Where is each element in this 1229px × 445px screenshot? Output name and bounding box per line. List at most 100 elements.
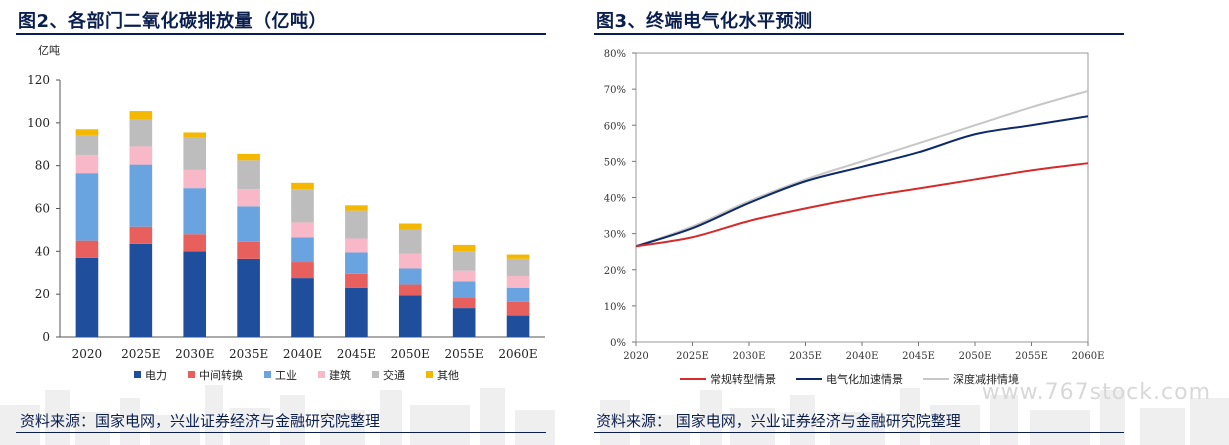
y-tick-label: 40% bbox=[604, 194, 626, 205]
bar-segment-3 bbox=[345, 238, 368, 253]
bar-segment-3 bbox=[506, 275, 530, 288]
bar-segment-3 bbox=[129, 146, 153, 165]
x-tick-label: 2060E bbox=[498, 347, 537, 361]
bar-segment-5 bbox=[237, 153, 260, 161]
bar-segment-1 bbox=[398, 284, 422, 296]
legend-label: 工业 bbox=[275, 369, 297, 382]
bar-segment-0 bbox=[237, 258, 260, 337]
y-tick-label: 120 bbox=[27, 73, 50, 87]
watermark-text: www.767stock.com bbox=[981, 380, 1211, 405]
bar-segment-4 bbox=[75, 135, 99, 155]
legend-swatch bbox=[426, 371, 433, 378]
left-source-note: 资料来源：国家电网，兴业证券经济与金融研究院整理 bbox=[20, 412, 381, 430]
y-tick-label: 20% bbox=[604, 266, 626, 277]
x-tick-label: 2055E bbox=[445, 347, 484, 361]
x-tick-label: 2025E bbox=[121, 347, 160, 361]
x-tick-label: 2030E bbox=[733, 351, 766, 362]
bar-segment-4 bbox=[452, 251, 476, 271]
bar-segment-1 bbox=[75, 240, 99, 258]
legend-swatch bbox=[188, 371, 195, 378]
legend-label: 常规转型情景 bbox=[710, 372, 776, 386]
x-tick-label: 2035E bbox=[789, 351, 822, 362]
y-tick-label: 0 bbox=[42, 330, 50, 344]
bar-segment-4 bbox=[129, 119, 153, 147]
legend-label: 建筑 bbox=[329, 368, 351, 382]
y-tick-label: 60 bbox=[35, 202, 50, 216]
bar-segment-2 bbox=[129, 164, 153, 227]
y-tick-label: 100 bbox=[27, 116, 50, 130]
legend-swatch bbox=[372, 371, 379, 378]
bar-segment-5 bbox=[75, 129, 99, 136]
x-tick-label: 2060E bbox=[1072, 351, 1105, 362]
y-tick-label: 30% bbox=[604, 230, 626, 241]
legend-label: 电力 bbox=[145, 369, 167, 382]
legend-swatch bbox=[318, 371, 325, 378]
bar-segment-2 bbox=[345, 252, 368, 274]
x-tick-label: 2050E bbox=[959, 351, 992, 362]
left-chart-title: 图2、各部门二氧化碳排放量（亿吨） bbox=[18, 11, 328, 32]
x-tick-label: 2045E bbox=[902, 351, 935, 362]
bar-segment-3 bbox=[398, 253, 422, 269]
y-tick-label: 50% bbox=[604, 157, 626, 168]
bar-segment-1 bbox=[183, 234, 207, 252]
stacked-bar-chart: 亿吨 0 20 40 60 80 100 120 2020 2025E 2030E 2035E 2040… bbox=[27, 44, 545, 382]
right-chart-panel: 图3、终端电气化水平预测 0% 10% 20% 30% 40% 50% 60% 70% 80% 2… bbox=[588, 0, 1229, 445]
bar-segment-0 bbox=[398, 295, 422, 337]
bar-segment-2 bbox=[506, 287, 530, 302]
line-chart: 0% 10% 20% 30% 40% 50% 60% 70% 80% 2020 2025E 2030E… bbox=[604, 49, 1105, 386]
legend-label: 中间转换 bbox=[199, 368, 243, 382]
bar-segment-5 bbox=[345, 205, 368, 211]
bar-segment-5 bbox=[291, 182, 314, 190]
bar-segment-5 bbox=[129, 111, 153, 120]
x-tick-label: 2055E bbox=[1015, 351, 1048, 362]
x-tick-label: 2025E bbox=[676, 351, 709, 362]
x-tick-label: 2050E bbox=[391, 347, 430, 361]
y-axis-unit-label: 亿吨 bbox=[38, 44, 60, 57]
x-tick-label: 2040E bbox=[283, 347, 322, 361]
bar-segment-4 bbox=[183, 137, 207, 170]
bar-segment-4 bbox=[237, 160, 260, 190]
x-tick-label: 2035E bbox=[229, 347, 268, 361]
y-tick-label: 80% bbox=[604, 49, 626, 60]
bar-segment-2 bbox=[183, 188, 207, 235]
right-title-rule bbox=[594, 33, 1124, 35]
x-tick-label: 2045E bbox=[337, 347, 376, 361]
bar-segment-0 bbox=[452, 308, 476, 337]
bar-segment-1 bbox=[452, 297, 476, 309]
bar-segment-1 bbox=[506, 301, 530, 316]
legend-swatch bbox=[264, 371, 271, 378]
bar-segment-1 bbox=[345, 273, 368, 288]
x-tick-label: 2020 bbox=[72, 347, 103, 361]
x-tick-label: 2020 bbox=[623, 351, 648, 362]
skyline-watermark bbox=[0, 385, 1229, 445]
series-line-0 bbox=[635, 162, 1089, 248]
left-title-rule bbox=[16, 33, 546, 35]
legend-label: 深度减排情境 bbox=[953, 372, 1019, 386]
bar-segment-4 bbox=[291, 189, 314, 223]
series-line-1 bbox=[635, 115, 1089, 248]
y-tick-label: 40 bbox=[35, 244, 50, 258]
x-tick-label: 2030E bbox=[175, 347, 214, 361]
bar-segment-3 bbox=[291, 222, 314, 238]
y-tick-label: 0% bbox=[610, 338, 626, 349]
y-tick-label: 10% bbox=[604, 302, 626, 313]
bar-segment-4 bbox=[398, 229, 422, 254]
bar-segment-4 bbox=[506, 258, 530, 276]
left-chart-panel: 图2、各部门二氧化碳排放量（亿吨） 亿吨 0 20 40 60 80 100 120 2020 2… bbox=[0, 0, 560, 445]
right-source-note: 资料来源： 国家电网，兴业证券经济与金融研究院整理 bbox=[596, 412, 961, 430]
bar-segment-1 bbox=[291, 262, 314, 279]
bar-segment-4 bbox=[345, 210, 368, 239]
bar-segment-0 bbox=[506, 315, 530, 337]
series-line-2 bbox=[635, 89, 1089, 248]
bar-segment-2 bbox=[452, 281, 476, 298]
bar-segment-0 bbox=[345, 287, 368, 337]
y-tick-label: 60% bbox=[604, 121, 626, 132]
left-source-rule bbox=[16, 432, 546, 433]
bar-segment-2 bbox=[291, 237, 314, 263]
y-tick-label: 20 bbox=[35, 287, 50, 301]
legend-label: 交通 bbox=[383, 368, 405, 382]
bar-segment-2 bbox=[237, 206, 260, 242]
right-source-rule bbox=[594, 432, 1124, 433]
legend-label: 其他 bbox=[437, 369, 459, 382]
bar-segment-2 bbox=[75, 173, 99, 241]
